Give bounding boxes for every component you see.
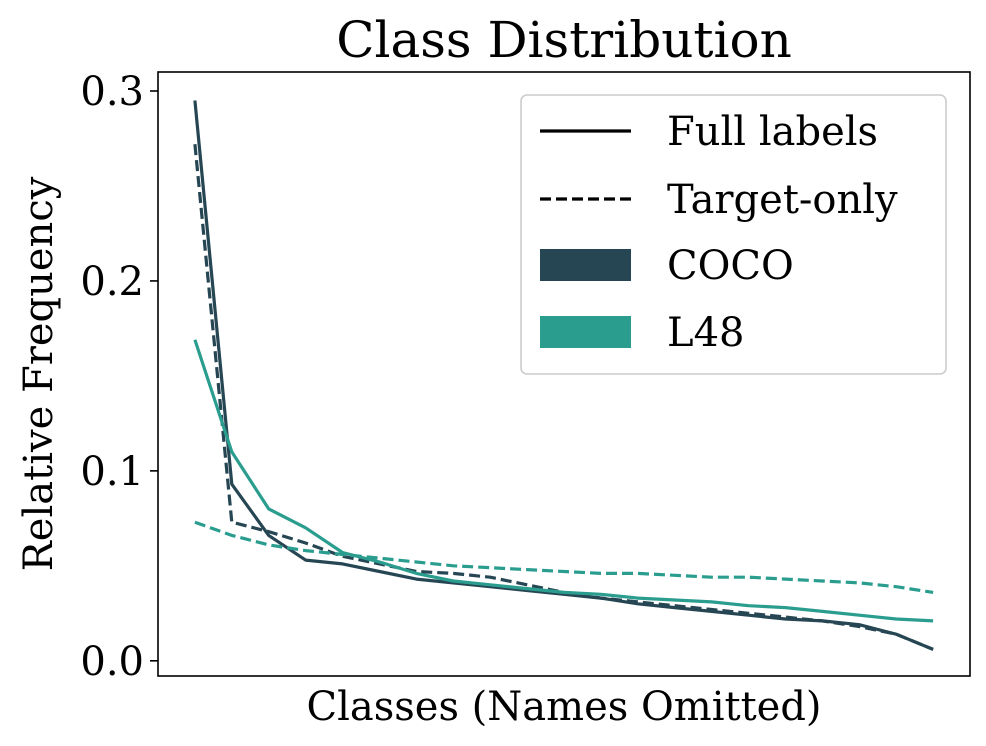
plot-frame: [157, 71, 971, 677]
legend-label: L48: [667, 310, 744, 356]
series-line-l48-full-labels: [193, 339, 934, 623]
legend-label: COCO: [667, 243, 794, 289]
legend-swatch-coco: [540, 249, 631, 281]
legend-label: Target-only: [667, 177, 898, 223]
series-line-l48-target-only: [194, 520, 934, 594]
y-tick-label: 0.3: [80, 69, 144, 115]
y-tick-label: 0.1: [80, 449, 144, 495]
chart-title: Class Distribution: [336, 11, 792, 69]
y-tick-label: 0.2: [80, 259, 144, 305]
y-axis-label: Relative Frequency: [16, 176, 62, 571]
y-axis: 0.0 0.1 0.2 0.3: [80, 69, 158, 685]
y-tick-label: 0.0: [80, 639, 144, 685]
series-layer: [193, 100, 934, 651]
legend-swatch-l48: [540, 316, 631, 348]
legend-label: Full labels: [667, 109, 878, 155]
legend-frame: [520, 94, 947, 375]
legend: Full labels Target-only COCO L48: [520, 94, 947, 375]
x-axis-label: Classes (Names Omitted): [306, 684, 821, 730]
